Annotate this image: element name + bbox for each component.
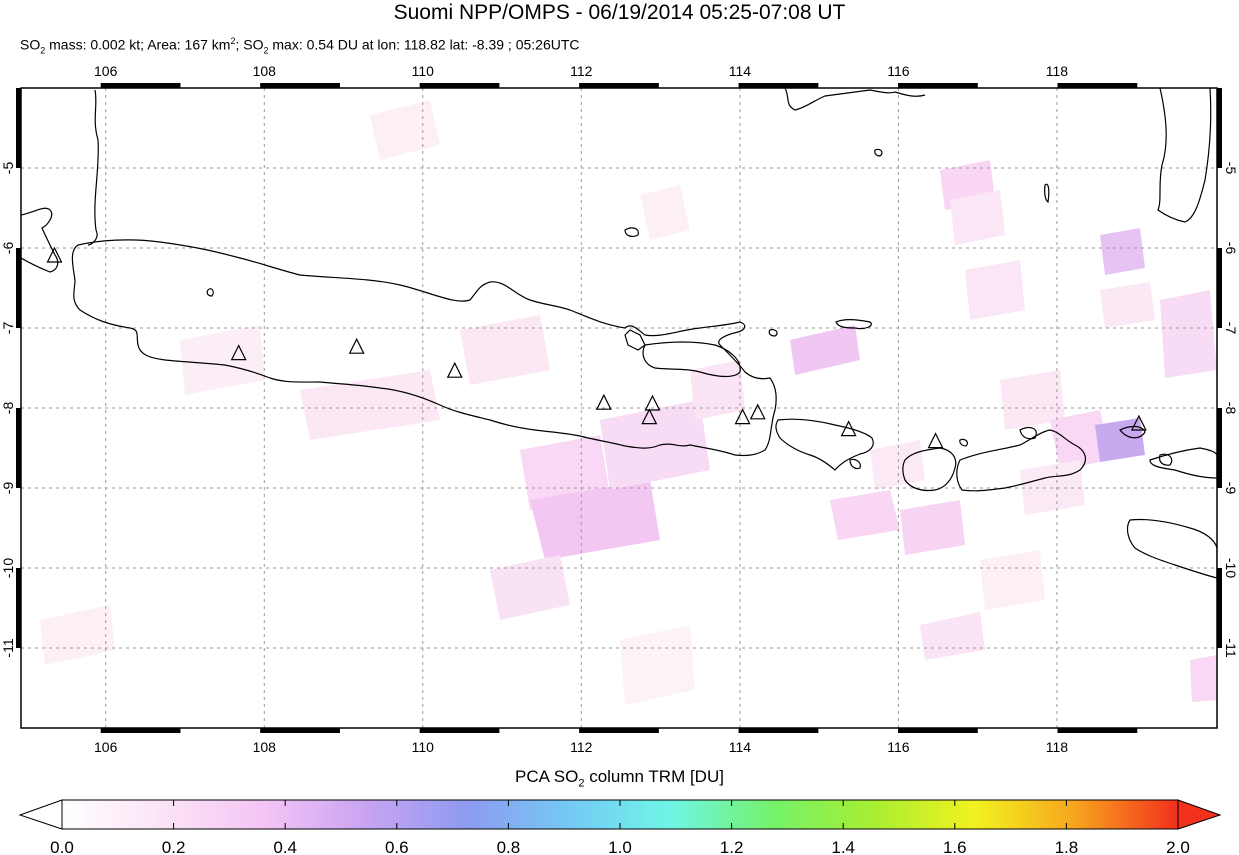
frame-tick-segment [1217, 568, 1222, 648]
frame-tick-segment [100, 728, 181, 733]
frame-tick-segment [898, 83, 978, 88]
triangle-icon [734, 408, 751, 425]
frame-tick-segment [898, 728, 978, 733]
lon-label-top: 118 [1046, 63, 1069, 79]
frame-tick-segment [738, 728, 819, 733]
colorbar-tick-label: 0.6 [385, 838, 409, 855]
triangle-icon [595, 393, 612, 410]
axis-labels: 106 108 110 112 114 116 118 106 108 110 … [0, 63, 1239, 755]
frame-tick-segment [1057, 728, 1138, 733]
lon-label-top: 112 [570, 63, 593, 79]
triangle-icon [641, 408, 658, 425]
triangle-icon [749, 403, 766, 420]
lon-label-top: 106 [94, 63, 118, 79]
frame-tick-segment [738, 83, 819, 88]
lon-label-top: 108 [253, 63, 277, 79]
colorbar-ticks [61, 800, 1179, 829]
lon-label-bottom: 114 [729, 739, 752, 755]
colorbar-tick-label: 0.0 [50, 838, 74, 855]
triangle-icon [1130, 414, 1147, 431]
lat-label-right: -11 [1223, 638, 1239, 657]
coastlines [21, 88, 1217, 579]
java-coast [71, 239, 777, 457]
frame-tick-segment [16, 88, 21, 168]
frame-tick-segment [16, 248, 21, 328]
frame-tick-segment [1057, 83, 1138, 88]
colorbar-title: PCA SO2 column TRM [DU] [515, 767, 724, 790]
triangle-icon [644, 394, 661, 411]
lon-label-top: 114 [729, 63, 752, 79]
colorbar-tick-label: 0.4 [273, 838, 297, 855]
colorbar-tick-label: 1.0 [608, 838, 632, 855]
triangle-icon [840, 420, 857, 437]
colorbar-tick-label: 0.2 [162, 838, 186, 855]
lat-label-left: -9 [0, 482, 16, 495]
graticule [21, 88, 1217, 728]
triangle-icon [927, 432, 944, 449]
colorbar-tick-label: 1.8 [1055, 838, 1079, 855]
frame-tick-segment [1217, 408, 1222, 488]
frame-tick-segment [260, 728, 340, 733]
lombok-coast [902, 447, 957, 492]
lat-label-right: -5 [1223, 162, 1239, 175]
lon-label-bottom: 108 [253, 739, 277, 755]
volcano-markers [46, 246, 1147, 449]
map-frame-ticks [16, 83, 1222, 733]
lat-label-right: -9 [1223, 482, 1239, 495]
lat-label-right: -10 [1223, 558, 1239, 578]
lat-label-right: -7 [1223, 322, 1239, 335]
colorbar-tick-label: 0.8 [497, 838, 521, 855]
frame-tick-segment [579, 83, 659, 88]
sumbawa-coast [956, 429, 1087, 492]
lat-label-left: -8 [0, 402, 16, 415]
lon-label-top: 110 [412, 63, 435, 79]
lon-label-bottom: 118 [1046, 739, 1069, 755]
lat-label-left: -5 [0, 162, 16, 175]
sumatra-coast [21, 207, 59, 273]
frame-tick-segment [419, 83, 500, 88]
triangle-icon [348, 337, 365, 354]
lon-label-top: 116 [887, 63, 910, 79]
frame-tick-segment [1217, 248, 1222, 328]
colorbar-tick-label: 2.0 [1166, 838, 1190, 855]
frame-tick-segment [1217, 88, 1222, 168]
lon-label-bottom: 116 [887, 739, 910, 755]
frame-tick-segment [16, 408, 21, 488]
lat-label-right: -8 [1223, 402, 1239, 415]
lon-label-bottom: 112 [570, 739, 593, 755]
frame-tick-segment [419, 728, 500, 733]
lat-label-left: -10 [0, 558, 16, 578]
lat-label-right: -6 [1223, 242, 1239, 255]
so2-pixels [40, 100, 1217, 705]
triangle-icon [230, 344, 247, 361]
colorbar-over-arrow [1177, 799, 1222, 830]
colorbar-tick-label: 1.2 [720, 838, 744, 855]
map-subtitle: SO2 mass: 0.002 kt; Area: 167 km2; SO2 m… [20, 36, 580, 56]
map-title: Suomi NPP/OMPS - 06/19/2014 05:25-07:08 … [393, 1, 846, 24]
lat-label-left: -11 [0, 638, 16, 657]
bali-coast [775, 418, 874, 471]
lon-label-bottom: 106 [94, 739, 118, 755]
lat-label-left: -6 [0, 242, 16, 255]
frame-tick-segment [16, 568, 21, 648]
frame-tick-segment [579, 728, 659, 733]
sumba-coast [1126, 518, 1217, 579]
colorbar-under-arrow [18, 799, 63, 830]
colorbar-tick-label: 1.6 [943, 838, 967, 855]
triangle-icon [446, 361, 463, 378]
frame-tick-segment [260, 83, 340, 88]
colorbar-tick-label: 1.4 [831, 838, 855, 855]
lon-label-bottom: 110 [412, 739, 435, 755]
lat-label-left: -7 [0, 322, 16, 335]
triangle-icon [46, 246, 63, 263]
frame-tick-segment [100, 83, 181, 88]
colorbar: 0.0 0.2 0.4 0.6 0.8 1.0 1.2 1.4 1.6 1.8 … [18, 799, 1222, 855]
